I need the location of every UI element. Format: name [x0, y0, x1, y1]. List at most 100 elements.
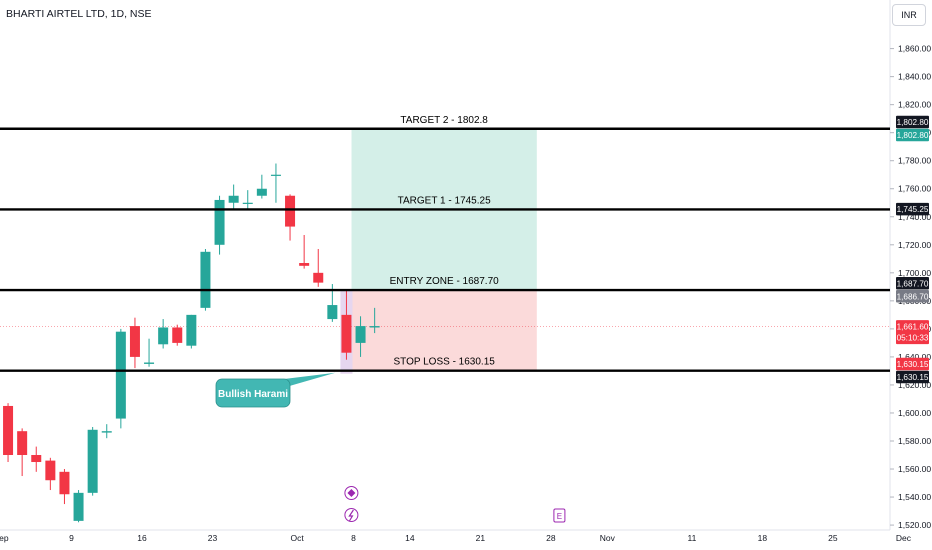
- axis-price-label-bg: [896, 128, 929, 142]
- y-tick-label: 1,640.00: [898, 352, 931, 362]
- candle[interactable]: [355, 316, 366, 357]
- current-price-label: 1,661.60: [897, 323, 929, 332]
- x-tick-label: Sep: [0, 533, 9, 543]
- candle-body: [17, 431, 28, 456]
- y-tick-label: 1,840.00: [898, 72, 931, 82]
- candle[interactable]: [200, 249, 211, 311]
- earnings-event-icon[interactable]: [553, 508, 566, 523]
- candle[interactable]: [17, 428, 28, 477]
- level-label-entry: ENTRY ZONE - 1687.70: [390, 276, 500, 287]
- candle-body: [341, 314, 352, 353]
- callout-pointer: [276, 372, 336, 387]
- level-label-stoploss: STOP LOSS - 1630.15: [393, 357, 495, 368]
- candle[interactable]: [341, 291, 352, 360]
- axis-price-label-bg: [896, 290, 929, 303]
- candle-body: [228, 195, 239, 203]
- candle[interactable]: [129, 317, 140, 369]
- candle-body: [59, 471, 70, 495]
- candle-body: [313, 272, 324, 283]
- y-tick-label: 1,860.00: [898, 44, 931, 54]
- x-tick-label: 18: [758, 533, 768, 543]
- y-tick-label: 1,820.00: [898, 100, 931, 110]
- candle-body: [158, 327, 169, 345]
- axis-price-label-bg: [896, 370, 929, 384]
- x-tick-label: Nov: [600, 533, 616, 543]
- axis-price-label-bg: [896, 277, 929, 290]
- callout-text: Bullish Harami: [218, 389, 288, 400]
- axis-price-label: 1,630.15: [897, 360, 929, 369]
- x-tick-label: 9: [69, 533, 74, 543]
- candle[interactable]: [214, 195, 225, 255]
- axis-price-label-bg: [896, 202, 929, 216]
- candle-body: [172, 327, 183, 343]
- candle[interactable]: [87, 426, 98, 496]
- axis-price-label: 1,686.70: [897, 292, 929, 301]
- candle[interactable]: [270, 163, 281, 203]
- candle[interactable]: [59, 469, 70, 505]
- candle-body: [355, 326, 366, 343]
- x-tick-label: 28: [546, 533, 556, 543]
- candle[interactable]: [186, 314, 197, 349]
- diamond-icon: [347, 489, 356, 497]
- currency-button[interactable]: INR: [892, 4, 926, 26]
- candle-body: [144, 362, 155, 364]
- x-tick-label: 16: [137, 533, 147, 543]
- level-label-target2: TARGET 2 - 1802.8: [400, 115, 488, 126]
- candle-body: [285, 195, 296, 227]
- axis-price-label: 1,802.80: [897, 118, 929, 127]
- candle-body: [242, 202, 253, 204]
- x-tick-label: 21: [476, 533, 486, 543]
- candle[interactable]: [242, 190, 253, 210]
- candle[interactable]: [45, 457, 56, 491]
- candle[interactable]: [228, 184, 239, 210]
- candle[interactable]: [172, 324, 183, 346]
- y-tick-label: 1,600.00: [898, 408, 931, 418]
- lightning-icon: [348, 509, 354, 522]
- candle-body: [270, 174, 281, 176]
- y-tick-label: 1,740.00: [898, 212, 931, 222]
- candle-body: [31, 455, 42, 463]
- y-tick-label: 1,540.00: [898, 492, 931, 502]
- y-tick-label: 1,580.00: [898, 436, 931, 446]
- candle[interactable]: [299, 234, 310, 269]
- candle[interactable]: [73, 490, 84, 523]
- candle-body: [214, 199, 225, 245]
- candle[interactable]: [3, 403, 14, 463]
- candle[interactable]: [285, 194, 296, 241]
- chart-title: BHARTI AIRTEL LTD, 1D, NSE: [6, 8, 152, 20]
- x-tick-label: 11: [687, 533, 696, 543]
- candle[interactable]: [256, 174, 267, 199]
- x-tick-label: 23: [208, 533, 218, 543]
- x-tick-label: 14: [405, 533, 415, 543]
- x-tick-label: Oct: [290, 533, 304, 543]
- y-tick-label: 1,780.00: [898, 156, 931, 166]
- callout-box[interactable]: [215, 378, 291, 408]
- y-tick-label: 1,560.00: [898, 464, 931, 474]
- candle-body: [3, 405, 14, 456]
- x-tick-label: 25: [828, 533, 838, 543]
- candle-body: [115, 331, 126, 419]
- x-tick-label: Dec: [896, 533, 912, 543]
- countdown-label: 05:10:33: [897, 334, 929, 343]
- candle[interactable]: [101, 424, 112, 439]
- axis-price-label: 1,630.15: [897, 373, 929, 382]
- earnings-letter-icon: E: [557, 512, 562, 521]
- candle[interactable]: [158, 319, 169, 349]
- axis-price-label: 1,687.70: [897, 279, 929, 288]
- candle[interactable]: [369, 307, 380, 334]
- candle-body: [129, 326, 140, 357]
- candle[interactable]: [31, 446, 42, 472]
- candle[interactable]: [115, 328, 126, 429]
- loss-zone[interactable]: [351, 290, 537, 371]
- axis-price-label: 1,802.80: [897, 131, 929, 140]
- y-tick-label: 1,620.00: [898, 380, 931, 390]
- candle[interactable]: [313, 249, 324, 287]
- y-tick-label: 1,700.00: [898, 268, 931, 278]
- x-tick-label: 8: [351, 533, 356, 543]
- candle[interactable]: [144, 338, 155, 367]
- split-event-icon[interactable]: [344, 508, 359, 522]
- candle-body: [45, 460, 56, 481]
- candle-body: [87, 429, 98, 493]
- axis-price-label: 1,745.25: [897, 205, 929, 214]
